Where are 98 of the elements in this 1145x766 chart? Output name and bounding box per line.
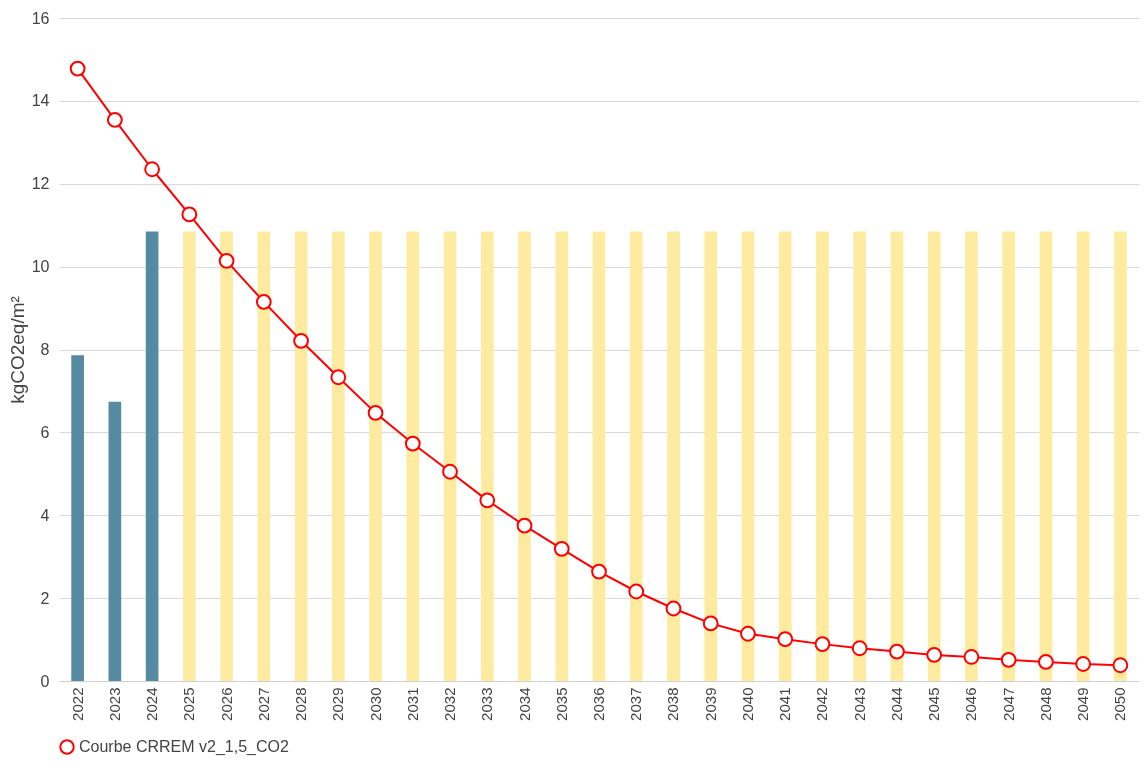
y-axis-title: kgCO2eq/m² (6, 296, 28, 404)
x-tick-label: 2037 (627, 687, 645, 721)
bar (331, 231, 345, 681)
bar (1039, 231, 1053, 681)
bar (108, 401, 122, 681)
point (330, 369, 347, 386)
x-tick-label: 2033 (478, 687, 496, 721)
x-tick-label: 2046 (962, 687, 980, 721)
x-tick-label: 2022 (68, 687, 86, 721)
x-tick-label: 2036 (590, 687, 607, 721)
point (740, 625, 756, 642)
point (293, 332, 309, 349)
x-tick-label: 2049 (1074, 687, 1092, 721)
y-tick-label: 4 (40, 506, 50, 524)
point (218, 252, 235, 269)
x-tick-label: 2032 (441, 687, 459, 721)
y-tick-label: 16 (31, 9, 50, 27)
point (1112, 657, 1129, 674)
x-tick-label: 2026 (217, 687, 235, 721)
x-tick-label: 2027 (254, 687, 272, 721)
bar (965, 231, 978, 681)
point (1038, 654, 1054, 670)
point (889, 643, 905, 660)
bar (778, 231, 792, 681)
bar (1114, 231, 1127, 681)
x-tick-label: 2030 (366, 687, 384, 721)
x-tick-label: 2034 (515, 687, 533, 721)
bar (592, 231, 606, 681)
bar (480, 231, 494, 681)
bar (741, 231, 755, 681)
bar (443, 231, 457, 681)
point (181, 206, 198, 223)
point (69, 60, 86, 77)
bar (890, 231, 904, 681)
x-tick-label: 2039 (701, 687, 719, 721)
point (255, 293, 272, 310)
x-tick-label: 2043 (850, 687, 868, 721)
x-tick-label: 2023 (105, 687, 123, 721)
point (553, 540, 570, 557)
point (963, 649, 980, 665)
y-tick-label: 2 (40, 589, 50, 607)
x-tick-label: 2048 (1036, 687, 1054, 721)
bar (853, 231, 867, 681)
bar (220, 231, 233, 681)
x-tick-label: 2025 (180, 687, 198, 721)
y-tick-label: 14 (31, 92, 50, 110)
x-tick-label: 2044 (887, 687, 905, 721)
point (404, 435, 421, 452)
point (479, 492, 496, 509)
x-tick-label: 2029 (329, 687, 347, 721)
point (144, 161, 160, 178)
x-tick-label: 2050 (1111, 687, 1129, 721)
bar (816, 231, 829, 681)
bar (294, 231, 308, 681)
point (106, 112, 123, 128)
y-tick-label: 10 (31, 258, 50, 276)
y-tick-label: 0 (40, 672, 50, 690)
y-tick-label: 12 (31, 175, 50, 193)
bar (406, 231, 420, 681)
x-tick-label: 2028 (292, 687, 310, 721)
point (442, 463, 458, 480)
bar (927, 231, 941, 681)
x-tick-label: 2045 (925, 687, 943, 721)
bar (183, 231, 196, 681)
bar (518, 231, 531, 681)
x-tick-label: 2038 (664, 687, 682, 721)
x-tick-label: 2041 (776, 687, 794, 721)
x-tick-label: 2031 (403, 687, 421, 721)
point (665, 600, 682, 617)
bar (1002, 231, 1015, 681)
bar (145, 231, 159, 681)
point (1075, 656, 1092, 672)
x-tick-label: 2047 (999, 687, 1017, 721)
point (777, 631, 794, 648)
bar (257, 231, 271, 681)
point (814, 636, 831, 652)
bar (704, 231, 718, 681)
y-tick-label: 8 (40, 341, 50, 358)
x-tick-label: 2024 (143, 687, 161, 721)
point (851, 640, 868, 657)
bar (629, 231, 643, 681)
point (516, 517, 533, 534)
bar (667, 231, 680, 681)
point (1000, 651, 1017, 668)
point (702, 615, 719, 632)
point (628, 583, 645, 600)
bar (71, 355, 84, 681)
x-tick-label: 2040 (738, 687, 756, 721)
point (591, 563, 607, 580)
y-tick-label: 6 (40, 423, 50, 441)
point (926, 647, 943, 663)
x-tick-label: 2042 (813, 687, 831, 721)
bar (555, 231, 569, 681)
bar (1076, 231, 1090, 681)
point (367, 405, 384, 421)
legend-label: Courbe CRREM v2_1,5_CO2 (79, 738, 289, 756)
bar (369, 231, 382, 681)
x-tick-label: 2035 (552, 687, 570, 721)
